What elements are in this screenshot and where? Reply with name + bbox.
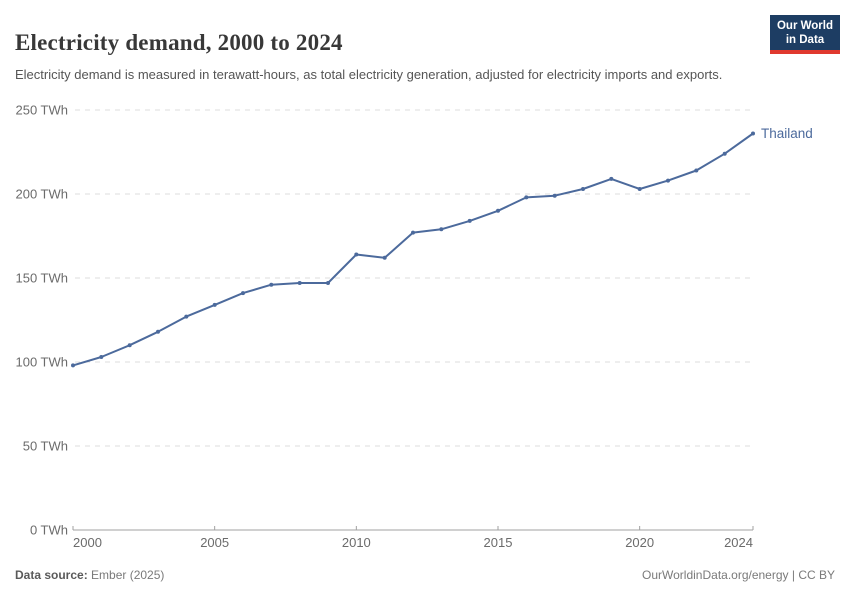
data-point-marker[interactable]: [326, 281, 330, 285]
data-point-marker[interactable]: [411, 230, 415, 235]
data-point-marker[interactable]: [552, 193, 557, 198]
data-source: Data source: Ember (2025): [15, 568, 164, 582]
data-point-marker[interactable]: [722, 151, 727, 156]
data-point-marker[interactable]: [212, 302, 217, 307]
data-point-marker[interactable]: [524, 195, 529, 200]
data-point-marker[interactable]: [751, 131, 755, 136]
data-point-marker[interactable]: [71, 363, 75, 368]
data-point-marker[interactable]: [99, 355, 104, 359]
page-title: Electricity demand, 2000 to 2024: [15, 30, 343, 56]
data-point-marker[interactable]: [354, 252, 359, 257]
owid-logo-text-line2: in Data: [785, 34, 825, 47]
data-point-marker[interactable]: [694, 168, 699, 173]
data-source-label: Data source:: [15, 568, 88, 582]
y-tick-label: 200 TWh: [15, 187, 68, 202]
data-point-marker[interactable]: [439, 227, 444, 232]
data-source-value[interactable]: Ember (2025): [87, 568, 165, 582]
y-tick-label: 150 TWh: [15, 271, 68, 286]
data-point-marker[interactable]: [496, 208, 500, 213]
x-tick-label: 2010: [342, 535, 371, 550]
x-tick-label: 2020: [625, 535, 654, 550]
data-point-marker[interactable]: [269, 282, 274, 287]
y-tick-label: 50 TWh: [23, 439, 68, 454]
data-point-marker[interactable]: [382, 255, 387, 260]
chart-footer: Data source: Ember (2025) OurWorldinData…: [15, 568, 835, 582]
x-tick-label: 2015: [484, 535, 513, 550]
page-subtitle: Electricity demand is measured in terawa…: [15, 67, 723, 82]
data-point-marker[interactable]: [666, 178, 670, 183]
data-point-marker[interactable]: [241, 291, 245, 296]
y-tick-label: 0 TWh: [30, 523, 68, 538]
data-point-marker[interactable]: [637, 187, 642, 191]
x-tick-label: 2024: [724, 535, 753, 550]
data-point-marker[interactable]: [467, 218, 472, 223]
data-point-marker[interactable]: [156, 329, 160, 334]
owid-logo-text-line1: Our World: [776, 20, 833, 32]
data-point-marker[interactable]: [184, 314, 189, 319]
line-chart: 0 TWh 50 TWh 100 TWh 150 TWh 200 TWh 250 TWh 2…: [15, 103, 813, 551]
data-point-marker[interactable]: [609, 176, 614, 181]
series-label-thailand[interactable]: Thailand: [761, 126, 813, 141]
series-line-thailand[interactable]: [72, 132, 754, 367]
owid-logo[interactable]: Our World in Data: [770, 15, 840, 55]
y-tick-label: 100 TWh: [15, 355, 68, 370]
data-point-marker[interactable]: [581, 187, 585, 191]
data-point-marker[interactable]: [127, 343, 132, 348]
y-tick-label: 250 TWh: [15, 103, 68, 118]
x-tick-label: 2000: [73, 535, 102, 550]
x-tick-label: 2005: [200, 535, 229, 550]
data-point-marker[interactable]: [297, 281, 302, 285]
footer-credit[interactable]: OurWorldinData.org/energy | CC BY: [642, 568, 835, 582]
